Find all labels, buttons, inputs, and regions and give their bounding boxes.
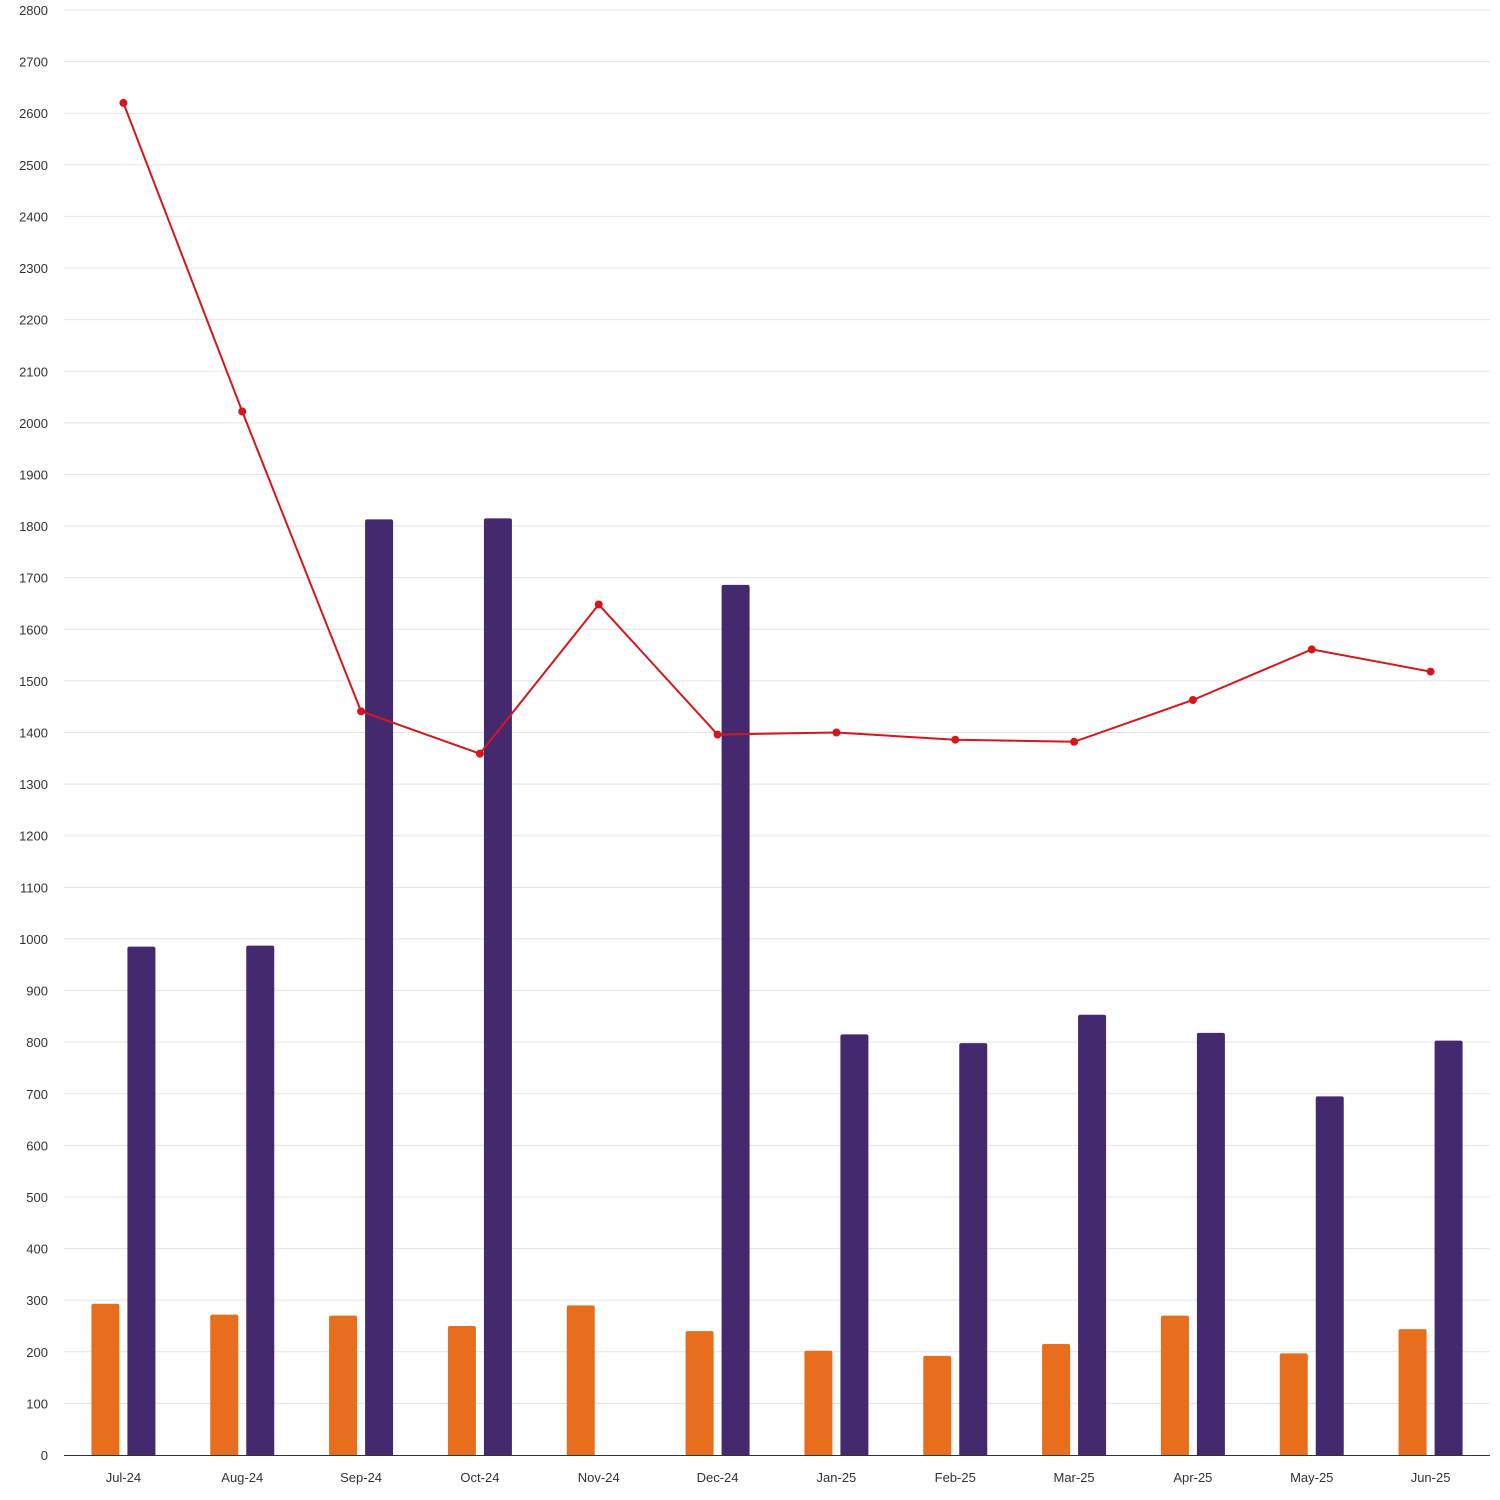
bar-series-1-bar — [1160, 1315, 1189, 1455]
gridlines — [64, 9, 1490, 1404]
line-series-path — [122, 102, 1431, 755]
y-tick-label: 1200 — [19, 829, 48, 844]
y-tick-label: 1800 — [19, 519, 48, 534]
y-tick-label: 200 — [26, 1345, 48, 1360]
bar-series-1-bar — [923, 1355, 952, 1455]
x-tick-label: Oct-24 — [460, 1470, 499, 1485]
bar-series-2-bar — [246, 945, 275, 1455]
y-tick-label: 2800 — [19, 3, 48, 18]
x-tick-label: Jan-25 — [817, 1470, 857, 1485]
bar-series-2-bar — [1315, 1096, 1344, 1455]
y-tick-label: 2500 — [19, 158, 48, 173]
line-series-point — [594, 600, 603, 609]
x-tick-label: Dec-24 — [697, 1470, 739, 1485]
bar-series-1-bar — [804, 1350, 833, 1455]
y-tick-label: 1600 — [19, 622, 48, 637]
bar-series-1-bar — [566, 1305, 595, 1455]
y-tick-label: 1400 — [19, 726, 48, 741]
y-tick-label: 2300 — [19, 261, 48, 276]
bar-series-2-bar — [1078, 1014, 1107, 1455]
bar-series-1-bar — [1398, 1329, 1427, 1455]
y-tick-label: 1000 — [19, 932, 48, 947]
y-tick-label: 1100 — [20, 880, 48, 895]
x-tick-label: Sep-24 — [340, 1470, 382, 1485]
line-series-point — [238, 407, 247, 416]
y-tick-label: 800 — [26, 1035, 48, 1050]
line-series-point — [832, 728, 841, 737]
y-tick-label: 700 — [26, 1087, 48, 1102]
y-tick-label: 500 — [26, 1190, 48, 1205]
bar-series-2-bar — [959, 1043, 988, 1455]
y-tick-label: 2100 — [19, 364, 48, 379]
x-axis-tick-labels: Jul-24 Aug-24 Sep-24 Oct-24 Nov-24 Dec-24 Jan-… — [106, 1470, 1451, 1485]
x-tick-label: Jul-24 — [106, 1470, 141, 1485]
y-tick-label: 900 — [26, 984, 48, 999]
bar-series-2-bar — [483, 518, 512, 1455]
line-series — [119, 98, 1435, 758]
line-series-point — [475, 749, 484, 758]
bar-series-2-bar — [127, 946, 156, 1455]
line-series-point — [951, 735, 960, 744]
y-tick-label: 2000 — [19, 416, 48, 431]
bar-series-1-bar — [685, 1331, 714, 1455]
x-tick-label: Apr-25 — [1173, 1470, 1212, 1485]
bar-series-1-bar — [210, 1314, 239, 1455]
y-tick-label: 0 — [41, 1448, 48, 1463]
bar-series-1-bar — [329, 1315, 358, 1455]
bar-series-2-bar — [365, 519, 394, 1455]
bar-series-2-bar — [840, 1034, 869, 1455]
line-series-point — [713, 730, 722, 739]
y-tick-label: 1900 — [19, 467, 48, 482]
y-tick-label: 2700 — [19, 55, 48, 70]
x-tick-label: Nov-24 — [578, 1470, 620, 1485]
bar-series — [91, 518, 1463, 1455]
bar-series-2-bar — [1434, 1040, 1463, 1455]
line-series-point — [1188, 695, 1197, 704]
bar-series-2-bar — [1196, 1032, 1225, 1455]
bar-series-1-bar — [1042, 1344, 1071, 1455]
x-tick-label: May-25 — [1290, 1470, 1333, 1485]
y-tick-label: 2200 — [19, 313, 48, 328]
bar-series-1-bar — [447, 1325, 476, 1455]
bar-series-2-bar — [721, 584, 750, 1455]
line-series-point — [357, 707, 366, 716]
y-tick-label: 2400 — [19, 209, 48, 224]
bar-series-1-bar — [91, 1303, 120, 1455]
y-tick-label: 1500 — [19, 674, 48, 689]
y-tick-label: 300 — [26, 1293, 48, 1308]
y-tick-label: 2600 — [19, 106, 48, 121]
y-axis-tick-labels: 0 100 200 300 400 500 600 700 800 900 1000 1100 1200… — [19, 3, 48, 1463]
x-tick-label: Jun-25 — [1411, 1470, 1451, 1485]
y-tick-label: 1300 — [19, 777, 48, 792]
line-series-point — [1070, 737, 1079, 746]
y-tick-label: 100 — [26, 1396, 48, 1411]
line-series-point — [1426, 667, 1435, 676]
line-series-point — [119, 98, 128, 107]
y-tick-label: 400 — [26, 1242, 48, 1257]
x-tick-label: Feb-25 — [935, 1470, 976, 1485]
x-tick-label: Mar-25 — [1053, 1470, 1094, 1485]
line-series-point — [1307, 645, 1316, 654]
bar-series-1-bar — [1279, 1353, 1308, 1455]
y-tick-label: 1700 — [19, 571, 48, 586]
x-tick-label: Aug-24 — [221, 1470, 263, 1485]
y-tick-label: 600 — [26, 1138, 48, 1153]
